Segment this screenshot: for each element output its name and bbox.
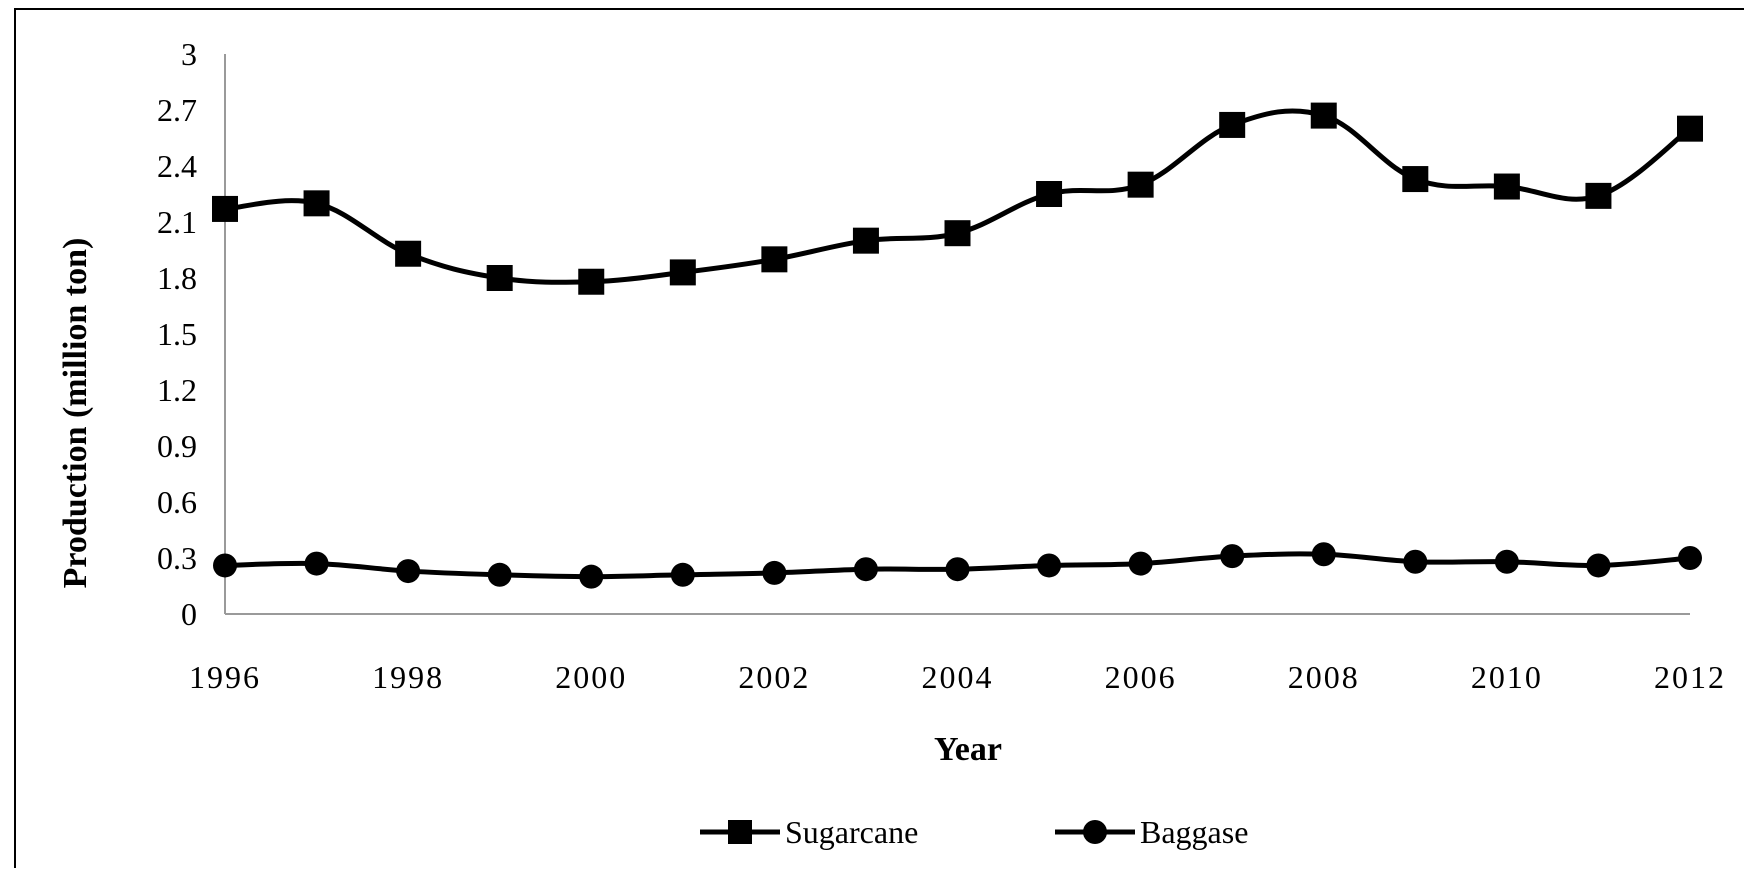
x-tick-label: 2000 [555, 659, 627, 695]
y-tick-label: 0.6 [157, 484, 197, 520]
series-markers [212, 102, 1703, 589]
sugarcane-point [212, 195, 238, 222]
sugarcane-point [1677, 115, 1703, 142]
y-tick-label: 3 [181, 36, 197, 72]
x-tick-labels: 1996 1998 2000 2002 2004 2006 2008 2010 2012 [189, 659, 1726, 695]
sugarcane-point [395, 240, 422, 267]
sugarcane-point [1402, 166, 1429, 193]
x-tick-label: 1998 [372, 659, 444, 695]
x-tick-label: 2008 [1288, 659, 1360, 695]
baggase-point [1494, 549, 1519, 574]
y-tick-label: 0 [181, 596, 197, 632]
y-tick-label: 1.5 [157, 316, 197, 352]
axes [224, 54, 1690, 615]
baggase-point [213, 553, 237, 578]
baggase-point [1678, 546, 1702, 570]
sugarcane-point [1127, 171, 1154, 198]
y-tick-label: 0.9 [157, 428, 197, 464]
sugarcane-point [1219, 111, 1246, 138]
sugarcane-point [1493, 173, 1520, 200]
baggase-point [670, 562, 695, 587]
y-tick-label: 2.4 [157, 148, 197, 184]
legend: Sugarcane Baggase [700, 814, 1248, 850]
x-tick-label: 2002 [738, 659, 810, 695]
baggase-point [304, 551, 329, 576]
baggase-point [762, 560, 787, 585]
sugarcane-point [486, 265, 513, 291]
baggase-point [1037, 553, 1062, 578]
x-tick-label: 2004 [922, 659, 994, 695]
sugarcane-point [852, 227, 879, 254]
baggase-point [579, 564, 604, 589]
sugarcane-point [944, 220, 971, 247]
sugarcane-point [669, 259, 696, 286]
y-axis-title: Production (million ton) [57, 238, 94, 589]
x-tick-label: 1996 [189, 659, 261, 695]
chart-frame [14, 8, 1744, 868]
baggase-point [1403, 549, 1428, 574]
x-tick-label: 2012 [1654, 659, 1726, 695]
y-tick-label: 1.8 [157, 260, 197, 296]
legend-baggase-marker [1083, 820, 1107, 844]
y-tick-label: 2.1 [157, 204, 197, 240]
baggase-point [487, 562, 512, 587]
y-tick-label: 1.2 [157, 372, 197, 408]
legend-sugarcane-label: Sugarcane [785, 814, 918, 850]
sugarcane-point [1036, 181, 1063, 207]
series-lines [224, 108, 1692, 580]
baggase-point [396, 559, 421, 584]
y-tick-label: 2.7 [157, 92, 197, 128]
baggase-point [1311, 542, 1336, 567]
legend-sugarcane-marker [728, 820, 752, 844]
baggase-point [945, 557, 970, 582]
y-tick-label: 0.3 [157, 540, 197, 576]
baggase-point [1220, 544, 1245, 569]
x-axis-title: Year [934, 731, 1002, 768]
x-tick-label: 2010 [1471, 659, 1543, 695]
sugarcane-point [1310, 102, 1337, 129]
sugarcane-point [761, 246, 788, 273]
baggase-point [1128, 551, 1153, 576]
sugarcane-point [578, 268, 605, 295]
baggase-point [1586, 553, 1611, 578]
x-tick-label: 2006 [1105, 659, 1177, 695]
y-tick-labels: 0 0.3 0.6 0.9 1.2 1.5 1.8 2.1 2.4 2.7 3 [157, 36, 197, 632]
sugarcane-point [1585, 182, 1612, 209]
sugarcane-line [224, 108, 1692, 285]
baggase-point [853, 557, 878, 582]
legend-baggase-label: Baggase [1140, 814, 1248, 850]
sugarcane-point [303, 190, 330, 217]
